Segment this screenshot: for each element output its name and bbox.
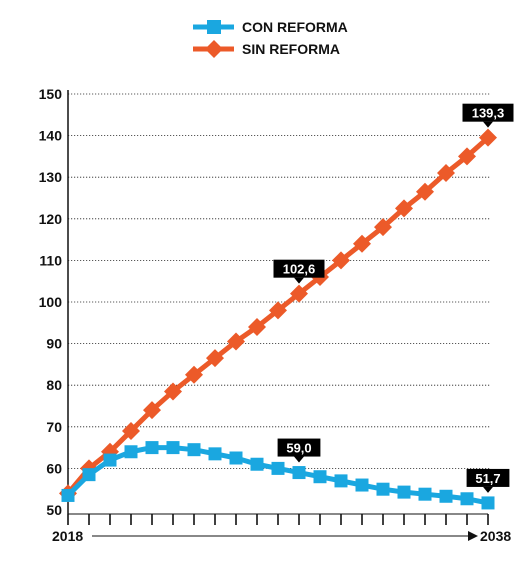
data-point [332,251,350,270]
callout-label: 51,7 [475,471,500,486]
legend-diamond-marker [205,40,223,58]
data-point [145,441,159,455]
callout-box [273,259,325,278]
callout-pointer [483,486,493,493]
data-point [227,332,245,351]
y-tick-label: 100 [39,294,63,310]
series-con-reforma [61,441,495,510]
callout-box [277,438,321,457]
data-point [250,457,264,471]
data-point [355,478,369,492]
legend-item-sin-reforma: SIN REFORMA [193,40,340,58]
data-point [206,349,224,368]
data-point [290,284,308,303]
data-point [122,421,140,440]
value-callout: 51,7 [466,468,510,493]
legend-label: SIN REFORMA [242,41,340,57]
y-tick-label: 140 [39,128,63,144]
callout-label: 139,3 [472,106,505,121]
legend-item-con-reforma: CON REFORMA [193,19,348,35]
data-point [395,199,413,218]
data-point [376,482,390,496]
data-point [418,487,432,501]
data-point [353,234,371,253]
data-point [292,466,306,480]
callout-box [462,103,514,122]
callout-box [466,468,510,487]
data-point [416,182,434,201]
y-tick-label: 60 [46,460,62,476]
legend-label: CON REFORMA [242,19,348,35]
data-point [271,461,285,475]
data-point [439,489,453,503]
data-point [187,443,201,457]
y-tick-label: 80 [46,377,62,393]
y-tick-label: 120 [39,211,63,227]
data-point [82,468,96,482]
data-point [248,317,266,336]
y-tick-label: 110 [39,252,62,268]
y-axis: 50 60 70 80 90 100 110 120 130 140 150 [39,86,69,518]
data-point [124,445,138,459]
y-tick-label: 50 [46,502,62,518]
legend-square-marker [207,20,221,34]
data-point [208,447,222,461]
x-axis: 2018 2038 [52,513,511,544]
legend: CON REFORMA SIN REFORMA [193,19,348,58]
y-tick-label: 90 [46,336,62,352]
data-point [437,164,455,183]
callout-pointer [294,277,304,284]
x-end-label: 2038 [480,528,511,544]
callout-label: 59,0 [286,441,311,456]
value-callout: 102,6 [273,259,325,284]
data-point [229,451,243,465]
series-sin-reforma [59,128,497,503]
value-callout: 59,0 [277,438,321,463]
data-point [334,474,348,488]
grid [68,93,490,469]
x-timeline-arrow-head [468,531,478,541]
data-point [374,218,392,237]
data-point [269,301,287,320]
y-tick-label: 150 [39,86,63,102]
x-start-label: 2018 [52,528,83,544]
data-point [103,453,117,467]
data-point [166,441,180,455]
callout-label: 102,6 [283,262,316,277]
data-point [397,485,411,499]
data-point [481,496,495,510]
data-point [313,470,327,484]
series-layer [59,128,497,510]
data-point [479,128,497,147]
data-point [164,382,182,401]
data-point [143,401,161,420]
y-tick-label: 70 [46,419,62,435]
data-point [61,488,75,502]
callout-pointer [483,121,493,128]
annotation-layer: 102,6 139,3 59,0 51,7 [273,103,514,493]
data-point [458,147,476,166]
data-point [460,492,474,506]
data-point [185,365,203,384]
value-callout: 139,3 [462,103,514,128]
y-tick-label: 130 [39,169,63,185]
callout-pointer [294,456,304,463]
